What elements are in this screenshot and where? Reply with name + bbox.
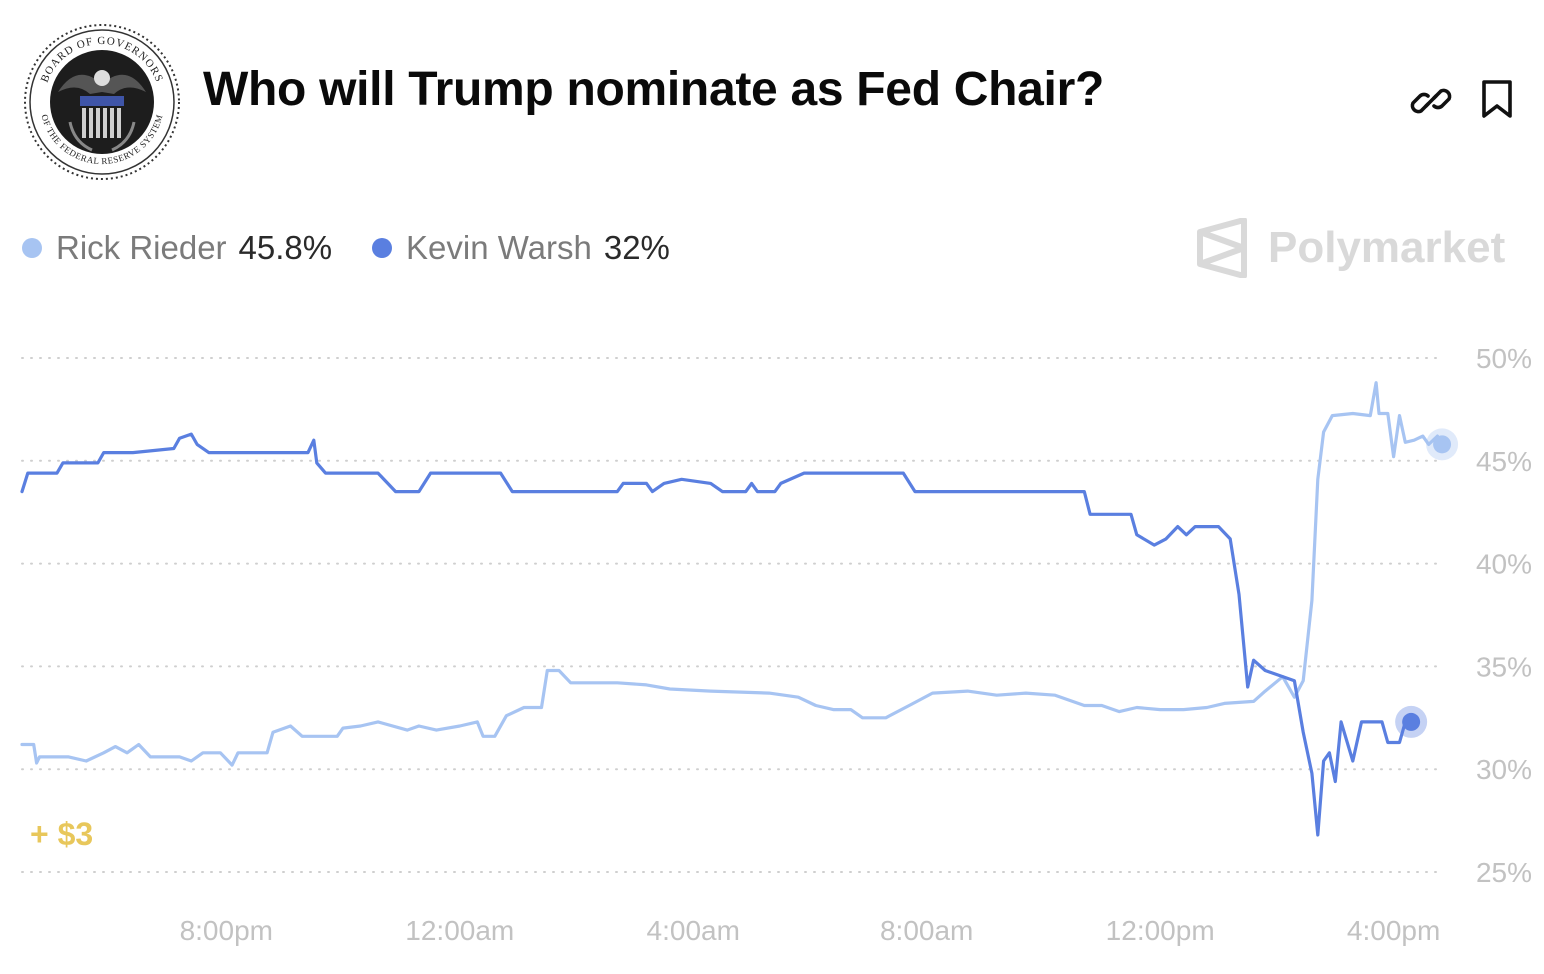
series-layer xyxy=(20,381,1444,837)
x-tick-label: 12:00pm xyxy=(1106,915,1215,946)
x-tick-label: 4:00pm xyxy=(1347,915,1440,946)
end-markers xyxy=(1395,428,1459,738)
x-tick-label: 8:00pm xyxy=(180,915,273,946)
legend-value: 45.8% xyxy=(238,229,333,266)
y-tick-label: 30% xyxy=(1476,754,1532,785)
legend-item-kevin-warsh: Kevin Warsh 32% xyxy=(372,226,670,270)
y-tick-label: 35% xyxy=(1476,651,1532,682)
series-line-rick-rieder xyxy=(20,381,1444,767)
grid-layer xyxy=(21,357,1441,873)
legend-name: Kevin Warsh xyxy=(406,229,592,266)
y-tick-label: 25% xyxy=(1476,857,1532,888)
y-tick-label: 45% xyxy=(1476,446,1532,477)
legend-dot xyxy=(22,238,42,258)
x-axis-labels: 8:00pm 12:00am 4:00am 8:00am 12:00pm 4:00pm xyxy=(180,915,1441,946)
y-axis-labels: 25% 30% 35% 40% 45% 50% xyxy=(1476,343,1532,888)
copy-link-button[interactable] xyxy=(1408,78,1454,124)
legend-item-rick-rieder: Rick Rieder 45.8% xyxy=(22,226,332,270)
link-icon xyxy=(1410,88,1452,114)
reward-badge: + $3 xyxy=(30,816,94,852)
bookmark-button[interactable] xyxy=(1474,74,1520,124)
end-marker-kevin-warsh xyxy=(1402,712,1421,731)
legend-dot xyxy=(372,238,392,258)
polymarket-logo-icon xyxy=(1197,218,1247,278)
legend-value: 32% xyxy=(603,229,670,266)
series-line-kevin-warsh xyxy=(20,432,1413,837)
x-tick-label: 12:00am xyxy=(405,915,514,946)
bookmark-icon xyxy=(1482,80,1512,118)
legend-name: Rick Rieder xyxy=(56,229,227,266)
polymarket-brand: Polymarket xyxy=(1196,218,1505,278)
brand-name: Polymarket xyxy=(1268,223,1506,272)
y-tick-label: 50% xyxy=(1476,343,1532,374)
x-tick-label: 8:00am xyxy=(880,915,973,946)
page-title: Who will Trump nominate as Fed Chair? xyxy=(203,63,1104,116)
end-marker-rick-rieder xyxy=(1433,435,1452,454)
y-tick-label: 40% xyxy=(1476,549,1532,580)
x-tick-label: 4:00am xyxy=(647,915,740,946)
federal-reserve-seal-logo: BOARD OF GOVERNORS OF THE FEDERAL RESERV… xyxy=(24,24,180,180)
